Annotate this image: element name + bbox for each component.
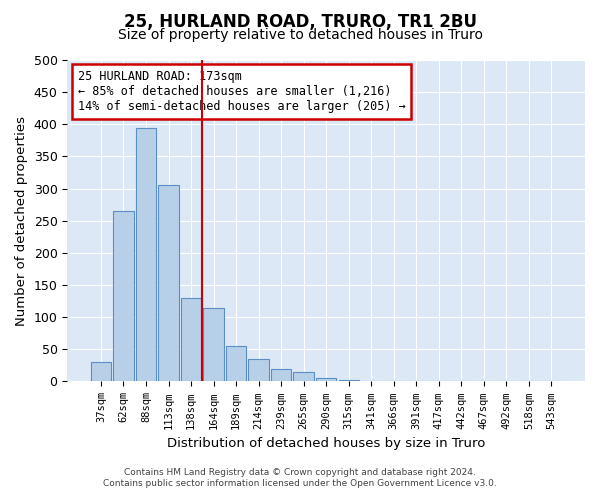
- Bar: [271, 368, 291, 382]
- Bar: [113, 211, 134, 382]
- Y-axis label: Number of detached properties: Number of detached properties: [15, 116, 28, 326]
- Bar: [293, 372, 314, 382]
- Bar: [338, 380, 359, 382]
- Bar: [316, 378, 336, 382]
- Bar: [203, 308, 224, 382]
- X-axis label: Distribution of detached houses by size in Truro: Distribution of detached houses by size …: [167, 437, 485, 450]
- Bar: [248, 359, 269, 382]
- Bar: [361, 381, 382, 382]
- Text: 25 HURLAND ROAD: 173sqm
← 85% of detached houses are smaller (1,216)
14% of semi: 25 HURLAND ROAD: 173sqm ← 85% of detache…: [77, 70, 406, 112]
- Bar: [226, 346, 246, 382]
- Bar: [158, 186, 179, 382]
- Text: Size of property relative to detached houses in Truro: Size of property relative to detached ho…: [118, 28, 482, 42]
- Bar: [91, 362, 111, 382]
- Text: Contains HM Land Registry data © Crown copyright and database right 2024.
Contai: Contains HM Land Registry data © Crown c…: [103, 468, 497, 487]
- Bar: [181, 298, 201, 382]
- Text: 25, HURLAND ROAD, TRURO, TR1 2BU: 25, HURLAND ROAD, TRURO, TR1 2BU: [124, 12, 476, 30]
- Bar: [136, 128, 156, 382]
